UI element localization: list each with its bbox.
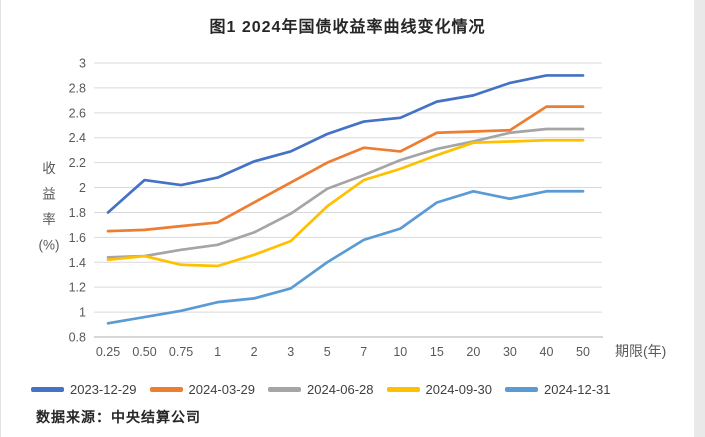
y-tick-label: 2.4 <box>69 131 86 145</box>
y-tick-label: 0.8 <box>69 331 86 345</box>
y-tick-label: 2.6 <box>69 106 86 120</box>
series-line-2024-03-29 <box>106 105 585 233</box>
x-axis-title: 期限(年) <box>615 343 666 359</box>
y-tick-label: 3 <box>79 57 86 71</box>
x-tick-label: 30 <box>503 345 517 359</box>
x-tick-label: 0.50 <box>132 345 156 359</box>
x-tick-label: 7 <box>360 345 367 359</box>
y-tick-label: 1.6 <box>69 231 86 245</box>
x-tick-label: 3 <box>287 345 294 359</box>
legend-marker-icon <box>505 387 538 392</box>
legend-marker-icon <box>386 387 420 392</box>
page-margin-strip <box>694 0 705 437</box>
legend-label: 2024-09-30 <box>425 382 493 397</box>
legend-label: 2024-06-28 <box>307 382 374 397</box>
chart-title: 图1 2024年国债收益率曲线变化情况 <box>209 19 486 36</box>
legend-label: 2023-12-29 <box>70 382 137 397</box>
legend-item-2024-06-28: 2024-06-28 <box>268 382 374 397</box>
y-axis-title: 收 <box>42 161 56 176</box>
x-tick-label: 0.25 <box>96 345 120 359</box>
legend-item-2024-03-29: 2024-03-29 <box>149 382 256 397</box>
legend-marker-icon <box>149 387 183 392</box>
x-tick-label: 5 <box>324 345 331 359</box>
legend-item-2024-09-30: 2024-09-30 <box>386 382 493 397</box>
y-axis-title: (%) <box>39 238 60 253</box>
y-axis-title: 率 <box>42 211 56 227</box>
legend-label: 2024-03-29 <box>188 382 256 397</box>
y-tick-label: 1 <box>79 306 86 320</box>
yield-curve-chart: 0.8 1 1.2 1.4 1.6 1.8 2 2.2 2.4 2.6 2.8 3 0.25 0.50 0.… <box>39 57 667 360</box>
x-tick-label: 1 <box>214 345 221 359</box>
x-tick-label: 50 <box>576 345 590 359</box>
series-line-2023-12-29 <box>106 74 585 214</box>
y-tick-label: 1.4 <box>69 256 86 270</box>
legend-label: 2024-12-31 <box>544 382 611 397</box>
series-line-2024-12-31 <box>106 189 585 325</box>
legend-marker-icon <box>31 387 64 392</box>
series-line-2024-09-30 <box>106 138 585 268</box>
x-tick-label: 20 <box>466 345 480 359</box>
x-tick-label: 10 <box>393 345 407 359</box>
data-source-note: 数据来源：中央结算公司 <box>36 409 201 425</box>
x-tick-label: 15 <box>430 345 444 359</box>
y-tick-label: 1.2 <box>69 281 86 295</box>
y-tick-label: 2 <box>79 181 86 195</box>
series-line-2024-06-28 <box>106 127 585 259</box>
y-tick-label: 2.8 <box>69 81 86 95</box>
y-tick-label: 1.8 <box>69 206 86 220</box>
legend-marker-icon <box>268 387 301 392</box>
y-axis-title: 益 <box>42 187 56 202</box>
x-tick-label: 0.75 <box>169 345 193 359</box>
y-tick-label: 2.2 <box>69 156 86 170</box>
legend-item-2023-12-29: 2023-12-29 <box>31 382 137 397</box>
chart-legend: 2023-12-29 2024-03-29 2024-06-28 2024-09-30… <box>31 382 671 397</box>
legend-item-2024-12-31: 2024-12-31 <box>505 382 611 397</box>
x-tick-label: 40 <box>540 345 554 359</box>
x-tick-label: 2 <box>251 345 258 359</box>
